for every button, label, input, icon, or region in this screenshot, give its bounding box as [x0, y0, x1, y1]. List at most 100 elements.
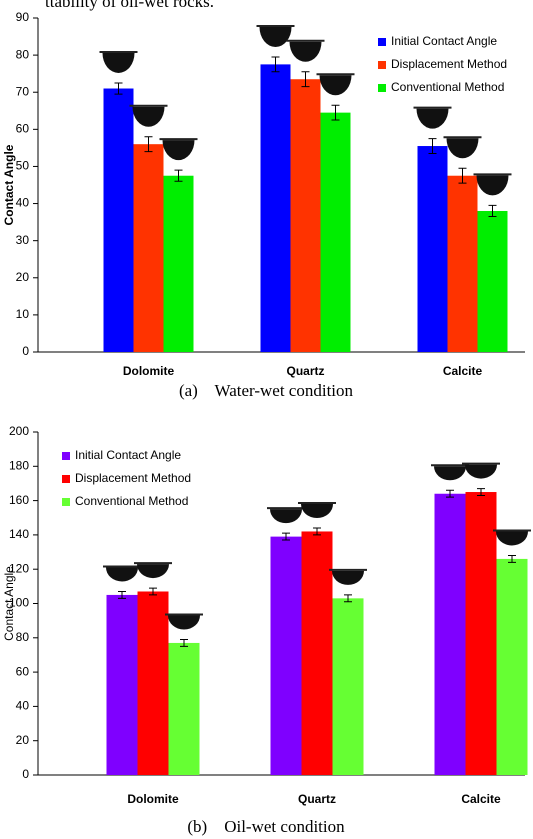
legend-swatch	[62, 452, 70, 460]
error-bar	[488, 204, 497, 218]
droplet-icon	[270, 509, 302, 524]
error-bar	[313, 527, 321, 536]
x-tick-label: Calcite	[461, 792, 501, 806]
droplet-icon	[132, 106, 165, 127]
error-bar	[477, 488, 485, 496]
droplet-icon	[259, 26, 292, 47]
droplet-icon	[106, 567, 138, 582]
error-bar	[144, 136, 153, 153]
droplet-icon	[416, 108, 449, 129]
y-tick-label: 30	[16, 233, 30, 247]
legend-label: Initial Contact Angle	[391, 34, 497, 48]
context-text: ttability of oil-wet rocks.	[45, 0, 214, 11]
bar	[168, 642, 200, 775]
y-tick-label: 20	[16, 270, 30, 284]
bar	[477, 210, 508, 352]
y-tick-label: 50	[16, 159, 30, 173]
droplet-icon	[102, 52, 135, 73]
y-tick-label: 0	[22, 344, 29, 358]
error-bar	[508, 554, 516, 563]
y-axis-label: Contact Angle	[2, 144, 16, 225]
droplet-icon	[332, 570, 364, 585]
legend-label: Conventional Method	[75, 494, 188, 508]
bar	[106, 594, 138, 775]
bar	[320, 112, 351, 352]
droplet-icon	[168, 615, 200, 630]
bar	[301, 531, 333, 775]
bar	[260, 64, 291, 352]
error-bar	[458, 167, 467, 184]
y-tick-label: 80	[16, 47, 30, 61]
y-tick-label: 120	[9, 561, 29, 575]
bar	[332, 598, 364, 775]
error-bar	[271, 56, 280, 73]
droplet-icon	[476, 175, 509, 196]
legend-swatch	[62, 475, 70, 483]
error-bar	[301, 71, 310, 88]
bar	[270, 536, 302, 775]
error-bar	[331, 104, 340, 121]
droplet-icon	[319, 75, 352, 96]
droplet-icon	[496, 531, 528, 546]
y-tick-label: 140	[9, 527, 29, 541]
caption: (b) Oil-wet condition	[187, 817, 345, 836]
droplet-icon	[434, 466, 466, 481]
droplet-icon	[301, 504, 333, 519]
droplet-icon	[162, 140, 195, 161]
legend-swatch	[378, 38, 386, 46]
caption: (a) Water-wet condition	[179, 381, 354, 400]
y-tick-label: 160	[9, 493, 29, 507]
y-tick-label: 180	[9, 458, 29, 472]
bar	[133, 144, 164, 352]
x-tick-label: Calcite	[443, 364, 483, 378]
x-tick-label: Quartz	[286, 364, 324, 378]
droplet-icon	[289, 41, 322, 62]
bar	[417, 146, 448, 352]
bar	[447, 175, 478, 352]
error-bar	[114, 82, 123, 95]
y-tick-label: 70	[16, 84, 30, 98]
bar	[496, 558, 528, 775]
y-tick-label: 40	[16, 699, 30, 713]
bar	[290, 79, 321, 352]
y-tick-label: 100	[9, 596, 29, 610]
y-tick-label: 10	[16, 307, 30, 321]
bar	[465, 492, 497, 775]
x-tick-label: Quartz	[298, 792, 336, 806]
error-bar	[149, 587, 157, 596]
legend-label: Displacement Method	[391, 57, 507, 71]
legend-swatch	[378, 61, 386, 69]
y-tick-label: 20	[16, 733, 30, 747]
x-tick-label: Dolomite	[127, 792, 179, 806]
y-tick-label: 0	[22, 767, 29, 781]
y-tick-label: 40	[16, 196, 30, 210]
y-tick-label: 200	[9, 424, 29, 438]
y-tick-label: 60	[16, 122, 30, 136]
legend-label: Initial Contact Angle	[75, 448, 181, 462]
x-tick-label: Dolomite	[123, 364, 175, 378]
bar	[103, 88, 134, 352]
error-bar	[118, 590, 126, 599]
droplet-icon	[446, 138, 479, 159]
error-bar	[344, 594, 352, 603]
legend-swatch	[378, 84, 386, 92]
y-tick-label: 80	[16, 630, 30, 644]
bar	[434, 493, 466, 775]
error-bar	[174, 169, 183, 182]
error-bar	[282, 532, 290, 541]
error-bar	[428, 138, 437, 154]
legend-label: Displacement Method	[75, 471, 191, 485]
error-bar	[180, 639, 188, 647]
error-bar	[446, 489, 454, 498]
bar	[137, 591, 169, 775]
y-axis-label: Contact Angle	[2, 566, 16, 641]
droplet-icon	[137, 564, 169, 579]
y-tick-label: 60	[16, 664, 30, 678]
legend-label: Conventional Method	[391, 80, 504, 94]
y-tick-label: 90	[16, 10, 30, 24]
droplet-icon	[465, 464, 497, 479]
legend-swatch	[62, 498, 70, 506]
bar	[163, 175, 194, 352]
